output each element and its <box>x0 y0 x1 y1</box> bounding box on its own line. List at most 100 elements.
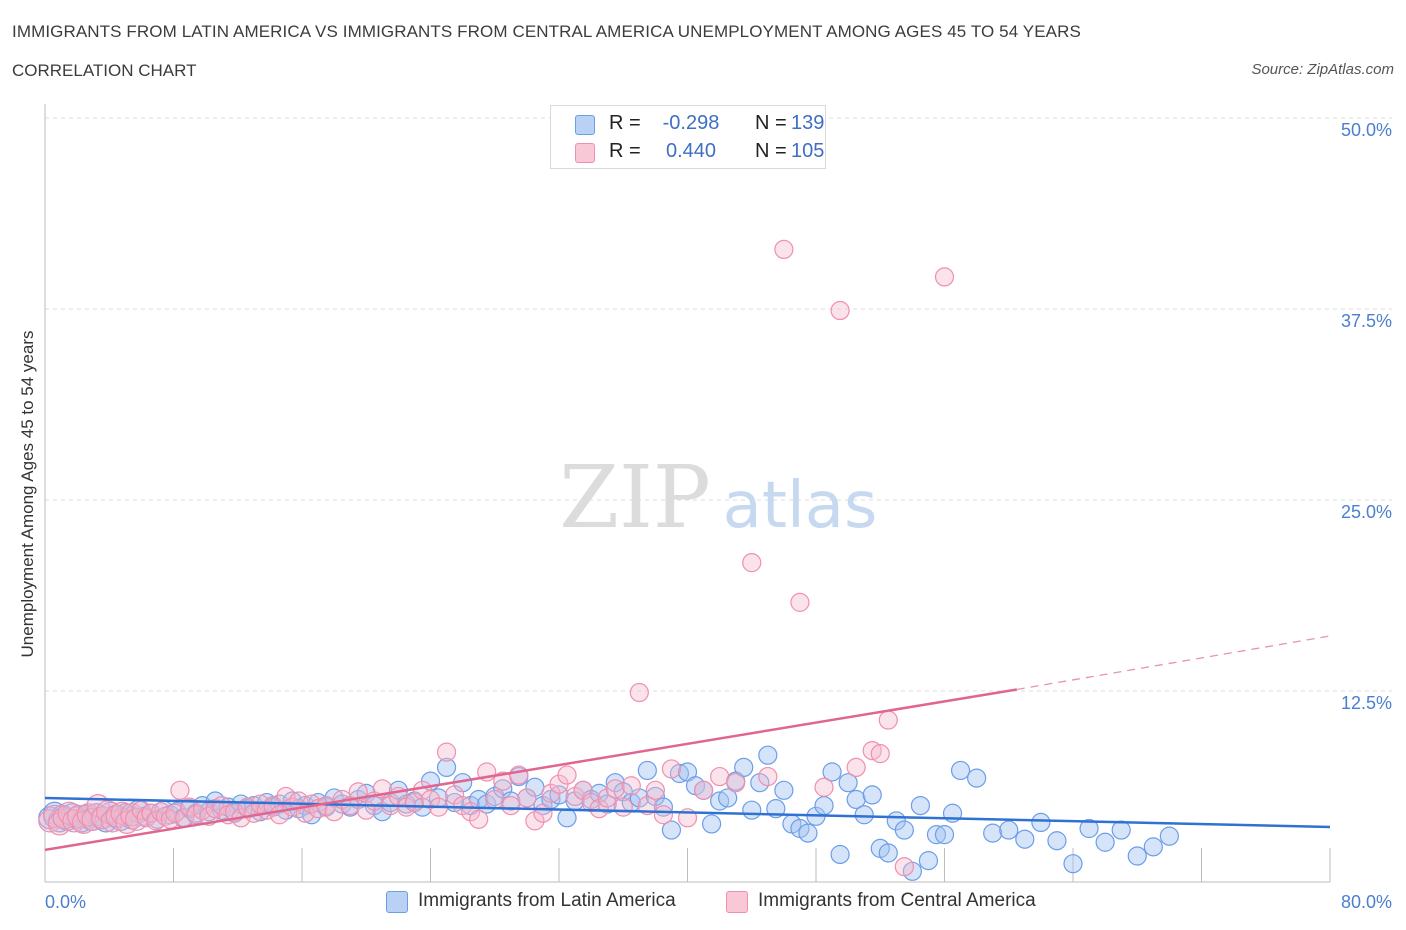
point-central-america <box>814 777 834 797</box>
trend-line-central-america-extension <box>1016 635 1331 691</box>
chart-subtitle: CORRELATION CHART <box>12 61 197 80</box>
point-latin-america <box>862 785 882 805</box>
bottom-legend-label: Immigrants from Latin America <box>418 890 676 911</box>
point-latin-america <box>637 760 657 781</box>
point-central-america <box>469 809 489 829</box>
point-latin-america <box>894 820 914 840</box>
point-latin-america <box>950 760 971 781</box>
legend-n-label: N = <box>755 140 787 162</box>
point-central-america <box>517 788 537 808</box>
source-label: Source: ZipAtlas.com <box>1251 61 1394 78</box>
point-central-america <box>661 759 682 779</box>
y-axis-title: Unemployment Among Ages 45 to 54 years <box>18 330 37 658</box>
point-latin-america <box>557 808 577 828</box>
point-latin-america <box>1143 837 1163 857</box>
legend-r-value: -0.298 <box>662 112 720 134</box>
trend-lines <box>44 635 1331 852</box>
point-central-america <box>525 811 545 831</box>
bottom-legend-swatch-latin-america <box>386 891 408 913</box>
point-latin-america <box>983 823 1003 843</box>
point-central-america <box>509 765 529 785</box>
watermark-atlas: atlas <box>723 469 878 543</box>
point-central-america <box>589 799 609 819</box>
point-central-america <box>533 803 553 823</box>
chart-title: IMMIGRANTS FROM LATIN AMERICA VS IMMIGRA… <box>12 22 1081 41</box>
point-latin-america <box>878 843 898 863</box>
watermark-zip: ZIP <box>559 448 711 548</box>
data-points <box>38 239 1179 881</box>
point-central-america <box>67 804 91 828</box>
point-central-america <box>81 807 105 831</box>
point-latin-america <box>718 788 738 808</box>
point-latin-america <box>661 820 682 840</box>
point-central-america <box>199 806 219 826</box>
point-central-america <box>645 780 665 800</box>
point-latin-america <box>999 820 1019 840</box>
point-central-america <box>165 803 185 823</box>
point-latin-america <box>910 795 931 816</box>
point-central-america <box>501 795 521 816</box>
point-central-america <box>710 766 730 787</box>
y-tick-label: 37.5% <box>1341 311 1392 331</box>
point-latin-america <box>1079 818 1099 839</box>
point-central-america <box>758 766 778 787</box>
point-central-america <box>878 710 898 730</box>
y-tick-label: 50.0% <box>1341 120 1392 140</box>
point-central-america <box>436 742 457 762</box>
legend-swatch-latin-america <box>575 115 595 135</box>
point-central-america <box>846 757 866 778</box>
bottom-legend-label: Immigrants from Central America <box>758 890 1036 911</box>
legend-n-value: 139 <box>791 112 825 134</box>
point-latin-america <box>774 780 794 800</box>
legend-r-label: R = <box>609 112 641 134</box>
point-latin-america <box>798 823 818 843</box>
point-latin-america <box>1047 831 1067 851</box>
point-central-america <box>653 805 674 825</box>
point-central-america <box>444 785 465 805</box>
point-central-america <box>170 780 190 800</box>
point-latin-america <box>926 825 947 845</box>
bottom-legend-swatch-central-america <box>726 891 748 913</box>
point-central-america <box>629 682 649 703</box>
point-central-america <box>621 776 641 796</box>
legend-r-label: R = <box>609 140 641 162</box>
point-central-america <box>420 789 441 810</box>
point-latin-america <box>742 800 762 820</box>
point-central-america <box>276 786 296 807</box>
point-latin-america <box>1031 812 1051 833</box>
point-central-america <box>693 780 714 800</box>
point-central-america <box>62 809 86 833</box>
point-central-america <box>934 267 955 287</box>
point-latin-america <box>838 773 858 793</box>
trend-line-latin-america <box>44 796 1331 829</box>
point-latin-america <box>734 757 754 778</box>
point-latin-america <box>1127 846 1147 866</box>
y-tick-label: 12.5% <box>1341 693 1392 713</box>
trend-line-central-america <box>44 688 1017 852</box>
y-tick-label: 25.0% <box>1341 502 1392 522</box>
point-latin-america <box>934 825 955 845</box>
point-latin-america <box>1015 829 1035 849</box>
point-latin-america <box>1095 832 1115 852</box>
point-latin-america <box>1111 820 1131 840</box>
watermark: ZIP atlas <box>559 448 877 548</box>
x-tick-label-max: 80.0% <box>1341 892 1392 912</box>
axes <box>44 104 1331 883</box>
point-latin-america <box>918 851 939 871</box>
legend-n-label: N = <box>755 112 787 134</box>
point-central-america <box>605 779 625 799</box>
legend-n-value: 105 <box>791 140 825 162</box>
point-latin-america <box>814 795 834 816</box>
point-central-america <box>774 239 794 260</box>
point-latin-america <box>501 791 521 811</box>
x-tick-label-min: 0.0% <box>45 892 86 912</box>
point-latin-america <box>830 844 850 865</box>
point-central-america <box>76 803 100 827</box>
point-latin-america <box>854 805 874 825</box>
point-central-america <box>726 773 746 793</box>
tick-labels: 12.5% 25.0% 37.5% 50.0% 0.0% 80.0% <box>45 120 1392 912</box>
point-central-america <box>146 811 166 831</box>
point-latin-america <box>701 814 722 834</box>
point-central-america <box>613 797 633 817</box>
